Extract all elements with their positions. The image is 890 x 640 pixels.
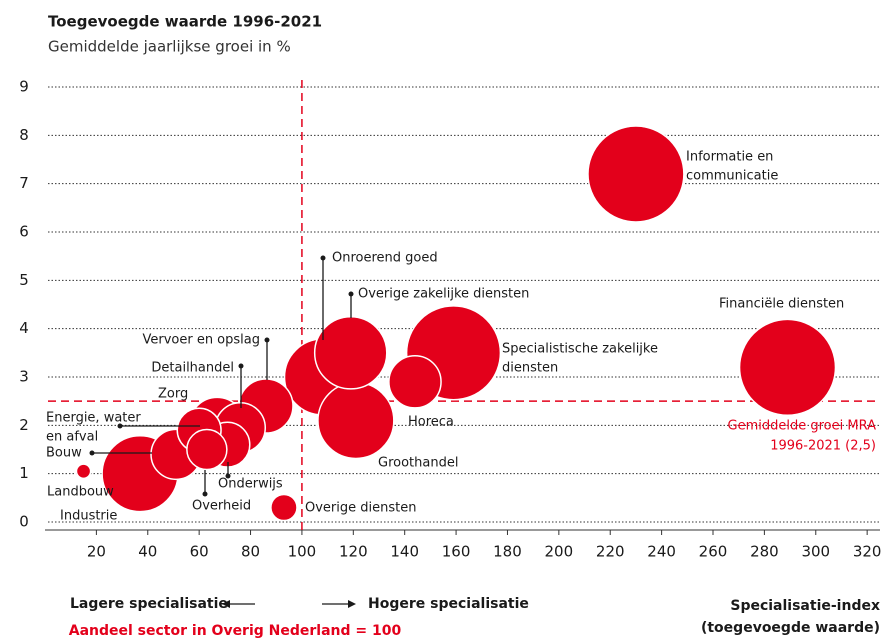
y-tick-label: 5 <box>19 271 29 289</box>
bubble <box>388 355 442 409</box>
bubble-label: Overige diensten <box>305 501 416 516</box>
bubble <box>587 125 685 223</box>
bubble-label: Financiële diensten <box>719 297 844 312</box>
leader-dot <box>89 450 95 456</box>
chart-subtitle: Gemiddelde jaarlijkse groei in % <box>48 38 291 56</box>
y-tick-label: 6 <box>19 223 29 241</box>
bubble <box>317 381 395 460</box>
bubble-label: Landbouw <box>47 485 114 500</box>
y-tick-label: 1 <box>19 464 29 482</box>
arrows <box>222 600 356 608</box>
bubble-label: Overheid <box>192 499 251 514</box>
bubble <box>270 493 298 522</box>
bubble-label: Energie, water <box>46 411 141 426</box>
bubble-label: Zorg <box>158 387 188 402</box>
bubble-label: Industrie <box>60 509 117 524</box>
x-tick-label: 40 <box>138 543 157 561</box>
y-tick-label: 7 <box>19 174 29 192</box>
bubble-label: diensten <box>502 361 558 376</box>
bubble-label: Detailhandel <box>151 361 234 376</box>
bubble-label: Specialistische zakelijke <box>502 342 658 357</box>
x-axis-label: (toegevoegde waarde) <box>701 620 880 636</box>
reference-label: Gemiddelde groei MRA <box>728 419 877 434</box>
x-tick-label: 300 <box>801 543 830 561</box>
x-tick-label: 280 <box>750 543 779 561</box>
y-tick-label: 4 <box>19 319 29 337</box>
x-tick-label: 160 <box>442 543 471 561</box>
bubble-label: Groothandel <box>378 456 458 471</box>
bubble-label: communicatie <box>686 169 778 184</box>
x-tick-label: 180 <box>493 543 522 561</box>
y-tick-label: 9 <box>19 78 29 96</box>
x-tick-label: 200 <box>545 543 574 561</box>
y-tick-label: 2 <box>19 416 29 434</box>
x-tick-label: 320 <box>853 543 882 561</box>
reference-note: Aandeel sector in Overig Nederland = 100 <box>69 623 402 639</box>
bubble-label: Overige zakelijke diensten <box>358 287 529 302</box>
leader-dot <box>238 363 244 369</box>
bubble-label: Horeca <box>408 415 454 430</box>
x-tick-label: 60 <box>190 543 209 561</box>
x-tick-label: 100 <box>288 543 317 561</box>
leader-dot <box>117 423 123 429</box>
bubble <box>313 316 388 390</box>
left-note: Lagere specialisatie <box>70 596 228 612</box>
bubble <box>75 463 92 480</box>
bubble-label: Informatie en <box>686 150 773 165</box>
x-tick-label: 140 <box>390 543 419 561</box>
bubble-label: Onderwijs <box>218 477 283 492</box>
bubble <box>186 428 228 471</box>
bubble <box>738 318 837 417</box>
leader-dot <box>320 255 326 261</box>
leader-dot <box>348 291 354 297</box>
bubble-label: Bouw <box>46 446 82 461</box>
leader-dot <box>202 491 208 497</box>
right-note: Hogere specialisatie <box>368 596 529 612</box>
x-tick-label: 20 <box>87 543 106 561</box>
chart-title: Toegevoegde waarde 1996-2021 <box>48 13 322 31</box>
x-axis-label: Specialisatie-index <box>730 598 880 614</box>
y-tick-label: 8 <box>19 126 29 144</box>
bubble-label: en afval <box>46 430 98 445</box>
bubble-label: Onroerend goed <box>332 251 438 266</box>
y-tick-label: 0 <box>19 513 29 531</box>
x-tick-label: 120 <box>339 543 368 561</box>
x-tick-label: 240 <box>647 543 676 561</box>
leader-dot <box>264 337 270 343</box>
y-tick-label: 3 <box>19 368 29 386</box>
reference-label: 1996-2021 (2,5) <box>770 439 876 454</box>
x-tick-label: 260 <box>699 543 728 561</box>
x-tick-label: 220 <box>596 543 625 561</box>
bubble-label: Vervoer en opslag <box>142 333 260 348</box>
leader-dot <box>225 473 231 479</box>
x-tick-label: 80 <box>241 543 260 561</box>
